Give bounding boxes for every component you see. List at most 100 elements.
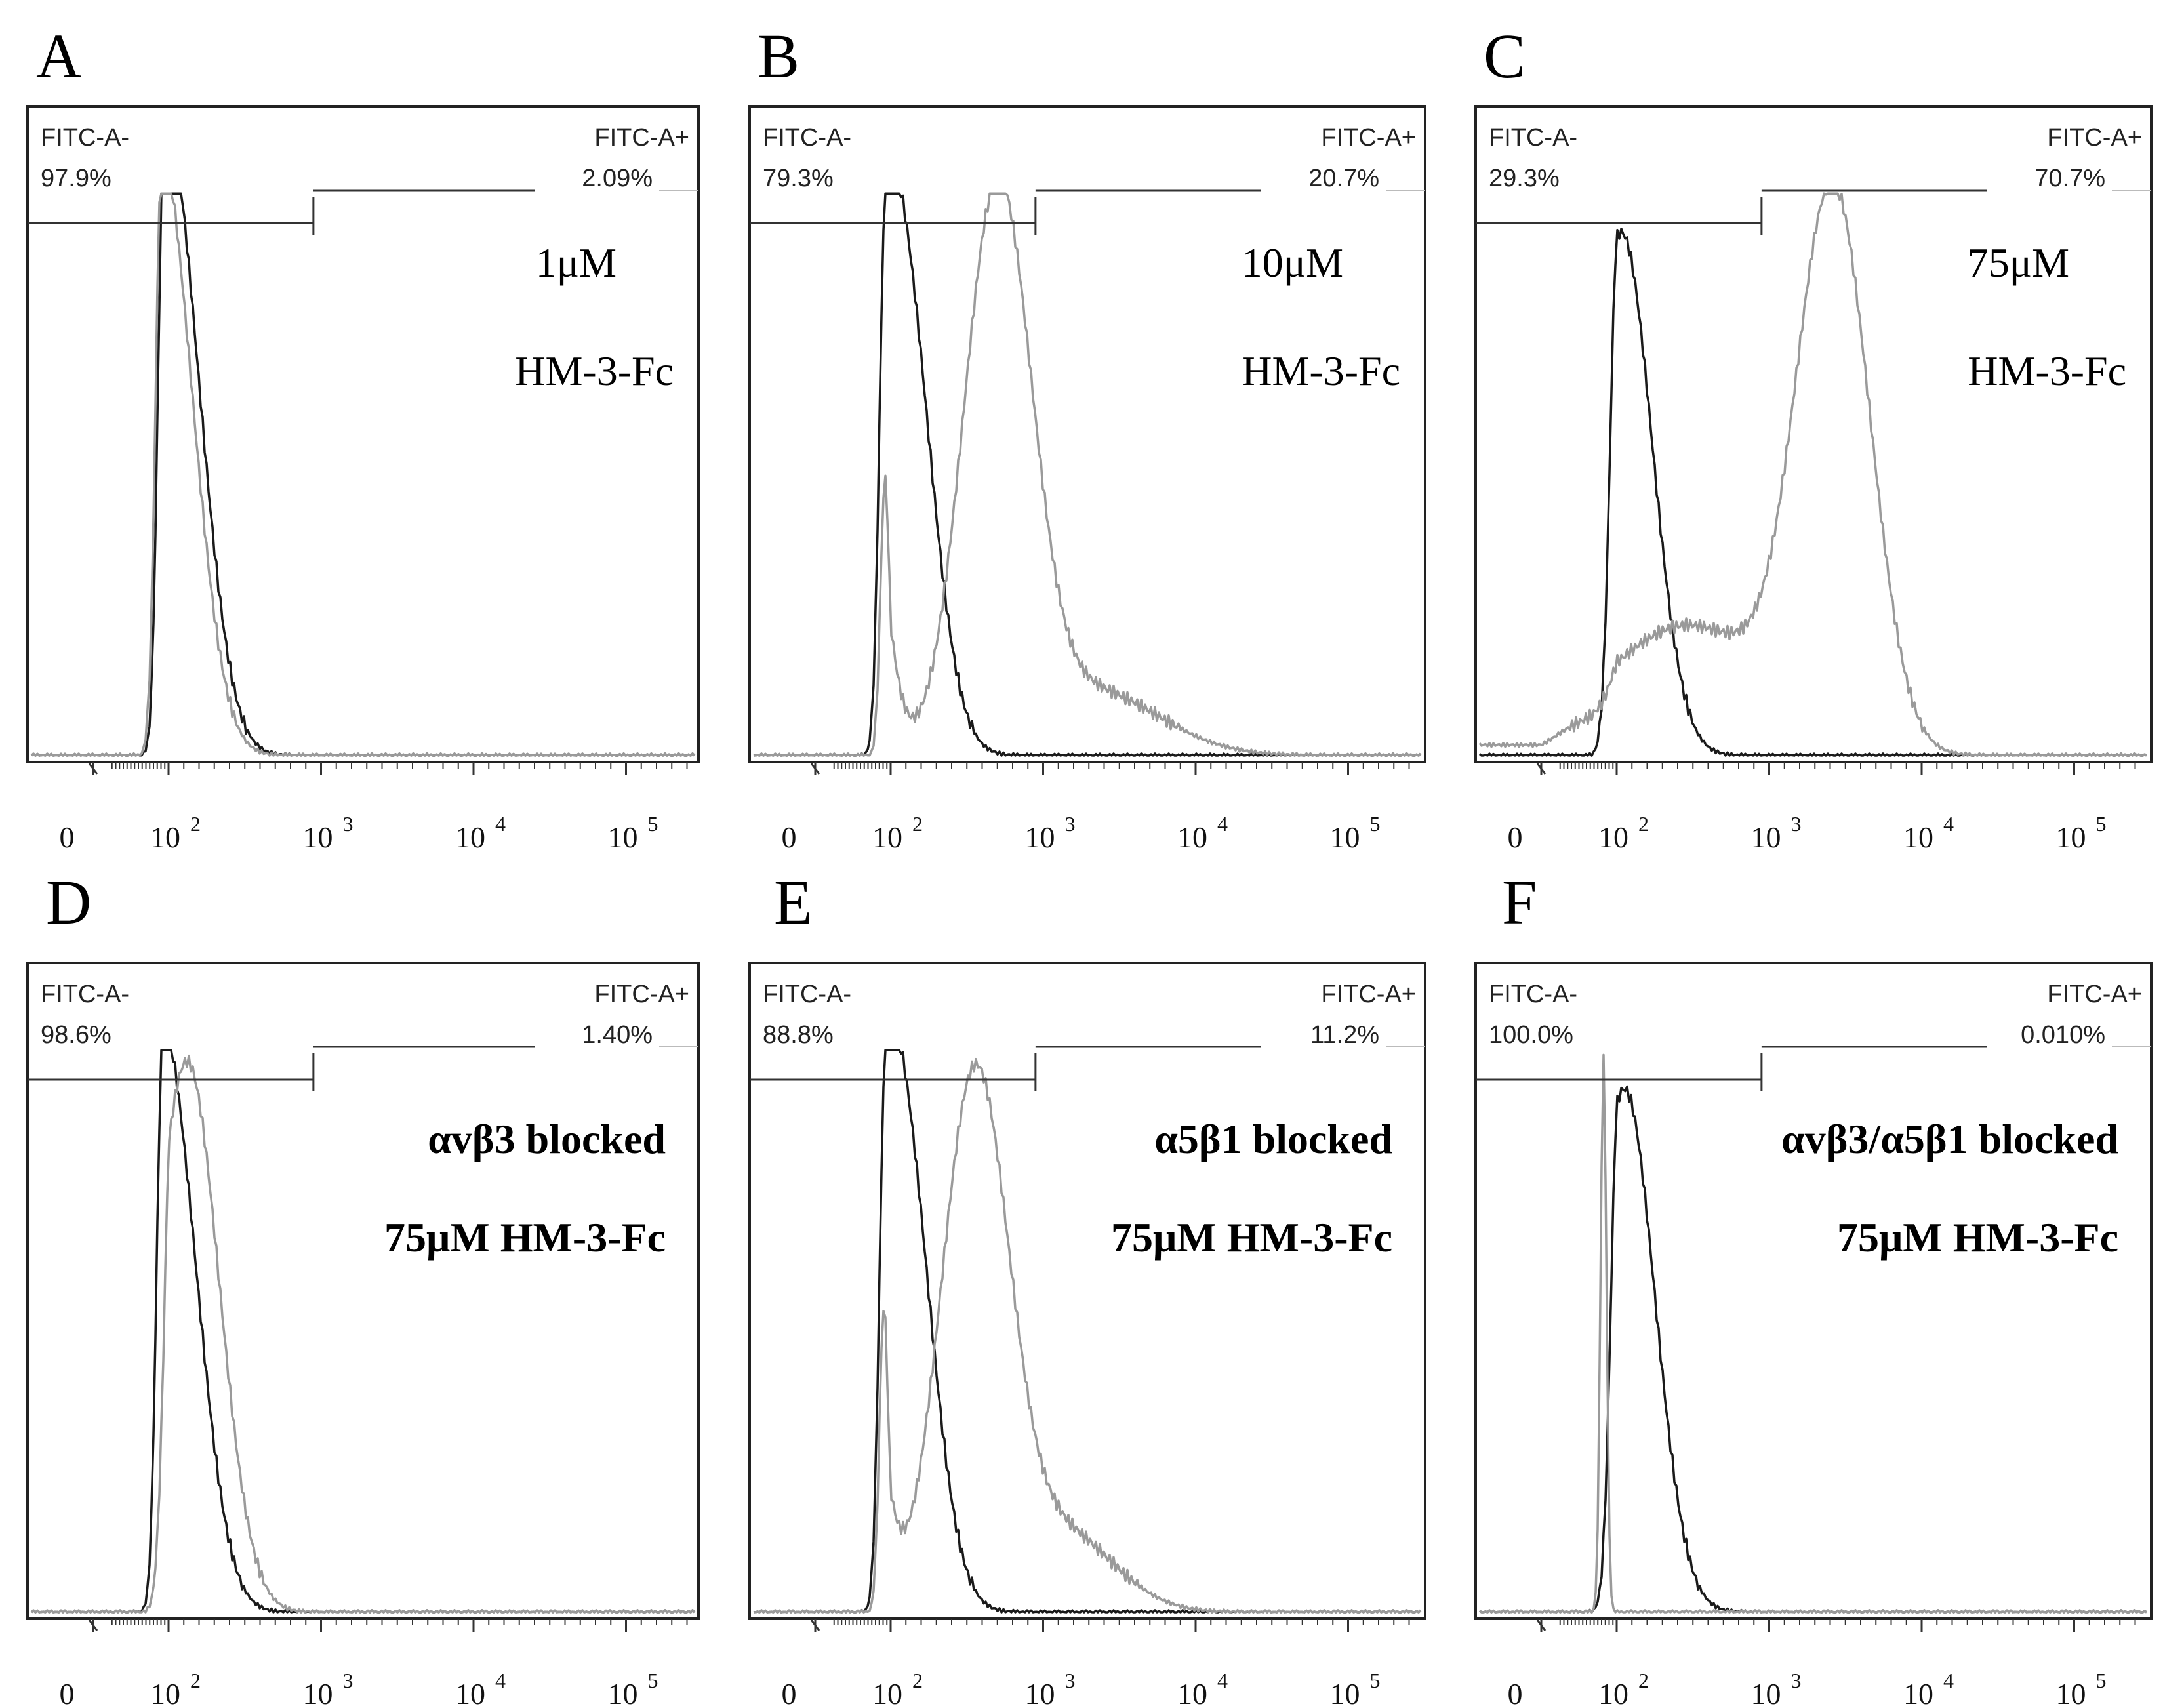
histogram-sample [753, 1057, 1422, 1614]
x-tick-label: 10 [455, 821, 485, 854]
panel-c: C 0 10 2 10 3 10 4 10 5 FITC-A- 29.3% FITC-A+ 70.7% 75… [1474, 21, 2153, 854]
x-tick-label: 10 [1330, 821, 1360, 854]
annotation-line-2: HM-3-Fc [1242, 348, 1400, 394]
plot-frame [748, 105, 1426, 763]
gate-negative-label: FITC-A- [763, 124, 851, 152]
zero-tick [88, 763, 98, 775]
gate-negative-percent: 97.9% [41, 165, 111, 192]
x-tick-exponent: 5 [648, 812, 658, 836]
x-tick-exponent: 4 [1943, 1669, 1954, 1692]
annotation-line-1: 75μM [1968, 239, 2069, 286]
gate-positive-percent: 2.09% [582, 165, 653, 192]
histogram-sample [30, 1054, 696, 1614]
zero-tick [1536, 763, 1547, 775]
plot-frame [26, 105, 700, 763]
x-tick-label: 10 [1598, 1677, 1628, 1706]
x-tick-label: 0 [1508, 1677, 1523, 1706]
histogram-control [1478, 1085, 2147, 1614]
x-tick-label: 0 [1508, 821, 1523, 854]
x-tick-label: 10 [1598, 821, 1628, 854]
x-tick-exponent: 2 [190, 1669, 201, 1692]
x-tick-exponent: 2 [1638, 1669, 1649, 1692]
x-tick-label: 0 [782, 821, 797, 854]
x-tick-label: 10 [1330, 1677, 1360, 1706]
annotation-line-1: αvβ3/α5β1 blocked [1781, 1116, 2118, 1162]
x-tick-label: 10 [872, 821, 902, 854]
gate-positive-percent: 70.7% [2034, 165, 2105, 192]
panel-letter: D [46, 867, 91, 937]
panel-letter: A [36, 21, 81, 91]
x-tick-exponent: 4 [1217, 1669, 1228, 1692]
gate-positive-percent: 1.40% [582, 1021, 653, 1049]
x-tick-exponent: 2 [190, 812, 201, 836]
zero-tick [810, 1619, 820, 1631]
gate-negative-percent: 100.0% [1489, 1021, 1573, 1049]
gate-positive-label: FITC-A+ [594, 124, 689, 152]
x-tick-label: 10 [1177, 1677, 1207, 1706]
gate-positive-label: FITC-A+ [1321, 124, 1416, 152]
plot-frame [1474, 105, 2153, 763]
x-tick-label: 10 [2056, 821, 2086, 854]
x-tick-exponent: 3 [1065, 812, 1076, 836]
panel-letter: B [758, 21, 799, 91]
panel-letter: E [774, 867, 813, 937]
x-tick-label: 10 [2056, 1677, 2086, 1706]
x-tick-label: 0 [60, 1677, 75, 1706]
x-tick-label: 10 [1751, 821, 1781, 854]
plot-frame [1474, 962, 2153, 1620]
x-tick-label: 10 [1751, 1677, 1781, 1706]
gate-negative-percent: 88.8% [763, 1021, 834, 1049]
x-tick-exponent: 2 [912, 812, 923, 836]
zero-tick [88, 1619, 98, 1631]
x-tick-label: 0 [60, 821, 75, 854]
gate-negative-label: FITC-A- [41, 124, 129, 152]
x-tick-label: 10 [608, 821, 638, 854]
annotation-line-2: 75μM HM-3-Fc [384, 1214, 666, 1261]
annotation-line-1: α5β1 blocked [1154, 1116, 1392, 1162]
x-tick-exponent: 3 [343, 1669, 354, 1692]
x-tick-exponent: 3 [343, 812, 354, 836]
histogram-sample [753, 192, 1422, 757]
x-tick-label: 10 [455, 1677, 485, 1706]
annotation-line-1: 1μM [536, 239, 617, 286]
x-tick-exponent: 5 [648, 1669, 658, 1692]
gate-negative-label: FITC-A- [41, 981, 129, 1008]
x-tick-label: 10 [150, 1677, 180, 1706]
x-tick-label: 10 [1025, 821, 1055, 854]
x-tick-label: 10 [872, 1677, 902, 1706]
histogram-control [1478, 227, 2147, 757]
plot-frame [748, 962, 1426, 1620]
x-tick-exponent: 3 [1791, 1669, 1802, 1692]
x-tick-label: 10 [150, 821, 180, 854]
panel-letter: C [1484, 21, 1526, 91]
x-tick-exponent: 5 [2096, 1669, 2107, 1692]
x-tick-label: 10 [608, 1677, 638, 1706]
x-tick-label: 10 [1025, 1677, 1055, 1706]
x-tick-exponent: 3 [1791, 812, 1802, 836]
histogram-sample [1478, 192, 2147, 757]
panel-e: E 0 10 2 10 3 10 4 10 5 FITC-A- 88.8% FITC-A+ 11.2% α5… [748, 867, 1426, 1706]
x-tick-exponent: 5 [2096, 812, 2107, 836]
x-tick-exponent: 2 [1638, 812, 1649, 836]
x-tick-exponent: 4 [495, 1669, 506, 1692]
annotation-line-1: αvβ3 blocked [428, 1116, 666, 1162]
panel-letter: F [1502, 867, 1537, 937]
gate-positive-label: FITC-A+ [594, 981, 689, 1008]
x-tick-label: 0 [782, 1677, 797, 1706]
annotation-line-2: HM-3-Fc [1968, 348, 2126, 394]
x-tick-label: 10 [1903, 1677, 1933, 1706]
panel-f: F 0 10 2 10 3 10 4 10 5 FITC-A- 100.0% FITC-A+ 0.010%… [1474, 867, 2153, 1706]
gate-positive-label: FITC-A+ [2047, 981, 2142, 1008]
gate-positive-label: FITC-A+ [2047, 124, 2142, 152]
histogram-sample [1478, 1053, 2147, 1614]
gate-positive-percent: 11.2% [1310, 1021, 1379, 1049]
gate-negative-label: FITC-A- [1489, 981, 1577, 1008]
x-tick-exponent: 5 [1370, 812, 1381, 836]
annotation-line-2: 75μM HM-3-Fc [1837, 1214, 2118, 1261]
gate-negative-percent: 98.6% [41, 1021, 111, 1049]
histogram-sample [30, 192, 696, 757]
x-tick-label: 10 [303, 821, 333, 854]
gate-negative-percent: 29.3% [1489, 165, 1560, 192]
gate-positive-percent: 0.010% [2021, 1021, 2105, 1049]
